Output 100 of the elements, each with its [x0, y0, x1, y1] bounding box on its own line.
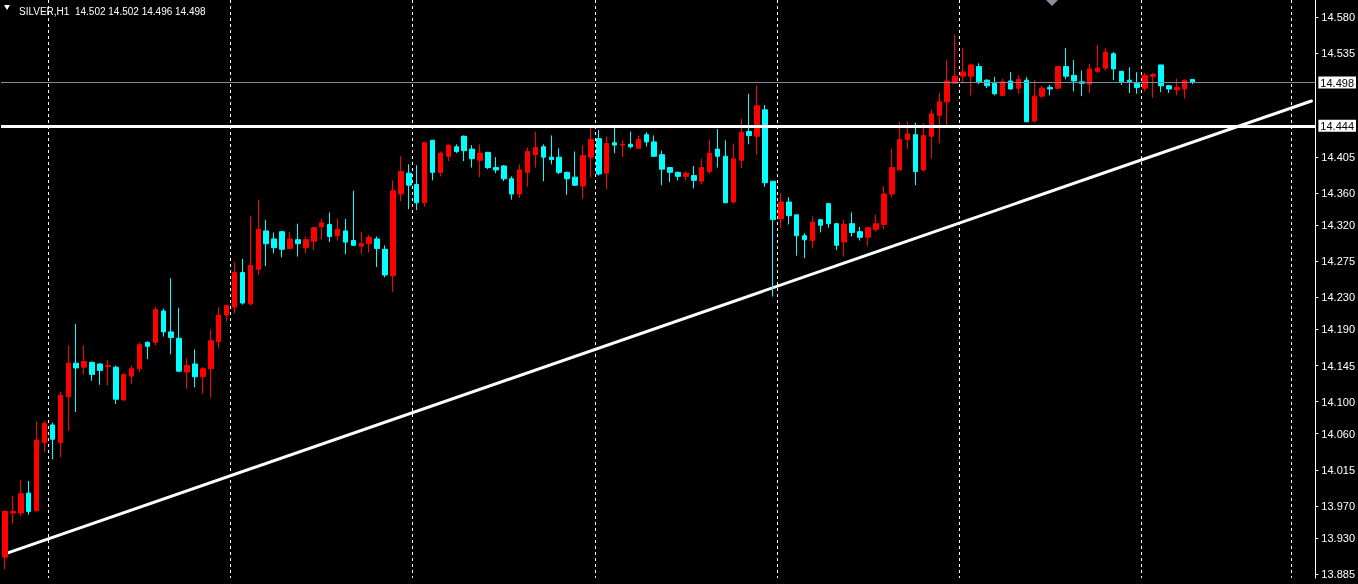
- candlestick: [1024, 76, 1029, 123]
- candlestick: [192, 349, 198, 388]
- candlestick: [145, 341, 150, 360]
- candlestick: [1071, 59, 1077, 92]
- candlestick: [1103, 47, 1108, 72]
- candlestick: [612, 126, 617, 154]
- y-tick-label: 14.015: [1321, 463, 1356, 476]
- y-tick-label: 14.190: [1321, 323, 1356, 336]
- candlestick: [509, 175, 514, 201]
- candlestick: [184, 357, 190, 390]
- candlestick: [66, 345, 71, 431]
- candlestick: [153, 306, 158, 347]
- candlestick: [438, 151, 443, 177]
- y-tick-label: 13.970: [1321, 499, 1356, 512]
- candlestick: [746, 93, 752, 145]
- candlestick: [366, 234, 372, 254]
- candlestick: [1095, 44, 1100, 74]
- candlestick: [770, 180, 776, 298]
- candlestick: [81, 345, 87, 375]
- candlestick: [1111, 51, 1116, 81]
- candlestick: [525, 147, 530, 188]
- candlestick: [1039, 85, 1045, 99]
- candlestick: [857, 226, 863, 241]
- candlestick: [881, 185, 887, 230]
- y-tick-label: 14.100: [1321, 395, 1356, 408]
- candlestick: [731, 143, 736, 205]
- candlestick: [580, 144, 586, 200]
- candlestick: [113, 365, 119, 405]
- candlestick: [18, 479, 24, 517]
- candlestick: [944, 59, 950, 126]
- candlestick: [168, 277, 174, 355]
- candlestick: [1127, 66, 1132, 94]
- candlestick: [461, 134, 467, 162]
- candlestick: [549, 134, 554, 165]
- candlestick: [58, 391, 63, 458]
- candlestick: [604, 135, 609, 190]
- candlestick: [1047, 84, 1053, 96]
- y-tick-label: 14.275: [1321, 255, 1356, 268]
- candlestick: [739, 118, 744, 169]
- candlestick: [26, 480, 31, 516]
- candlestick: [493, 156, 499, 174]
- candlestick: [1158, 64, 1164, 93]
- candlestick: [1119, 70, 1124, 86]
- candlestick: [406, 163, 412, 210]
- candlestick: [794, 214, 799, 257]
- candlestick: [287, 231, 293, 250]
- candlestick: [683, 171, 689, 181]
- candlestick: [240, 258, 245, 306]
- candlestick: [50, 421, 55, 460]
- candlestick: [1150, 72, 1156, 99]
- candlestick: [105, 359, 111, 387]
- candlestick: [374, 235, 380, 268]
- candlestick: [454, 143, 459, 154]
- candlestick: [802, 232, 807, 259]
- candlestick: [834, 222, 839, 251]
- candlestick: [849, 211, 855, 237]
- candlestick: [263, 219, 269, 267]
- y-tick-label: 14.535: [1321, 46, 1356, 59]
- candlestick: [723, 139, 728, 204]
- candlestick: [1063, 47, 1069, 80]
- candlestick: [477, 143, 483, 178]
- candlestick: [359, 231, 364, 255]
- ref-line-label: 14.498: [1320, 76, 1355, 89]
- candlestick: [1134, 71, 1140, 95]
- candlestick: [271, 231, 277, 254]
- candlestick: [620, 139, 625, 158]
- candlestick: [469, 144, 475, 169]
- candlestick: [327, 211, 332, 243]
- candlestick: [707, 138, 712, 175]
- candlestick: [778, 192, 784, 229]
- candlestick: [224, 304, 229, 322]
- candlestick: [501, 164, 507, 182]
- candlestick: [208, 328, 214, 399]
- candlestick: [937, 92, 942, 144]
- candlestick: [636, 134, 641, 149]
- candlestick: [659, 150, 665, 186]
- y-tick-label: 13.930: [1321, 531, 1356, 544]
- candlestick: [905, 121, 910, 150]
- y-tick-label: 14.360: [1321, 187, 1356, 200]
- candlestick: [10, 495, 16, 524]
- candlestick: [889, 148, 895, 198]
- candlestick: [89, 361, 95, 382]
- candlestick: [351, 190, 356, 247]
- candlestick: [232, 261, 237, 314]
- candlestick: [422, 142, 427, 208]
- candlestick: [968, 63, 974, 96]
- candlestick: [913, 122, 918, 186]
- candlestick: [921, 122, 926, 173]
- candlestick: [161, 308, 166, 338]
- candlestick: [1087, 63, 1092, 94]
- candlestick: [826, 203, 831, 229]
- candlestick: [137, 341, 142, 373]
- candlestick: [1166, 84, 1172, 94]
- candlestick: [73, 323, 79, 413]
- candlestick: [414, 164, 419, 211]
- candlestick: [216, 306, 221, 350]
- candlestick: [715, 128, 720, 169]
- y-tick-label: 14.060: [1321, 427, 1356, 440]
- candlestick: [675, 171, 681, 181]
- candlestick: [992, 76, 997, 96]
